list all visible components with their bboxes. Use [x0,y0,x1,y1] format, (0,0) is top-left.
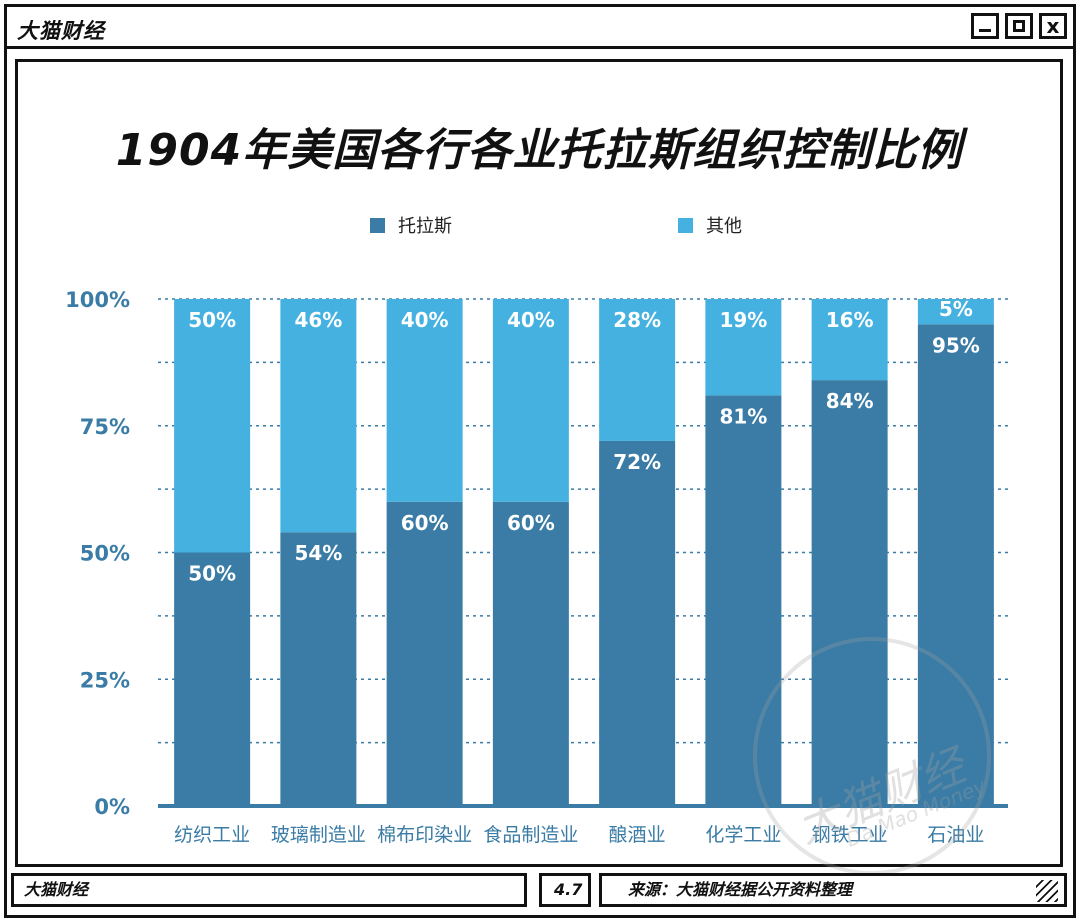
status-version: 4.7 [539,873,591,907]
bar-other [386,299,463,502]
y-tick-label: 25% [80,668,130,692]
y-tick-label: 100% [65,288,130,312]
data-label-other: 5% [939,297,973,321]
x-tick-label: 酿酒业 [609,824,666,846]
data-label-other: 40% [401,308,449,332]
resize-grip-icon[interactable] [1036,880,1058,902]
bar-trust [386,501,463,806]
chart-title: 1904年美国各行各业托拉斯组织控制比例 [115,125,963,176]
bar-trust [280,532,357,806]
bar-other [280,299,357,533]
x-tick-label: 纺织工业 [174,824,250,846]
status-source: 来源：大猫财经据公开资料整理 [599,873,1067,907]
chart-panel: 1904年美国各行各业托拉斯组织控制比例 0% 25% 50% 75% 100% 50% 5… [15,59,1063,911]
data-label-trust: 50% [188,562,236,586]
status-version-text: 4.7 [554,880,583,899]
x-tick-label: 棉布印染业 [377,824,472,846]
minimize-icon [979,29,991,32]
app-window: 大猫财经 x 1904年美国各行各业托拉斯组织控制比例 0% 25% 50% 75% 1… [4,4,1076,918]
status-source-text: 来源：大猫财经据公开资料整理 [628,880,853,899]
maximize-button[interactable] [1005,13,1033,39]
data-label-other: 19% [719,308,767,332]
app-title: 大猫财经 [17,19,105,43]
legend-swatch [678,218,693,233]
legend-label: 其他 [706,216,742,237]
bar-trust [811,380,888,806]
data-label-trust: 60% [507,511,555,535]
close-button[interactable]: x [1039,13,1067,39]
x-tick-label: 钢铁工业 [812,824,888,846]
bar-other [174,299,251,553]
bar-trust [174,552,251,806]
x-tick-label: 玻璃制造业 [271,824,366,846]
minimize-button[interactable] [971,13,999,39]
bar-other [492,299,569,502]
data-label-trust: 54% [294,541,342,565]
y-tick-label: 50% [80,542,130,566]
bar-other [705,299,782,396]
close-icon: x [1046,14,1060,38]
bar-trust [599,440,676,806]
status-brand: 大猫财经 [11,873,527,907]
bar-trust [492,501,569,806]
data-label-trust: 84% [826,389,874,413]
title-bar: 大猫财经 x [7,7,1073,49]
status-brand-text: 大猫财经 [24,880,89,899]
y-tick-label: 75% [80,415,130,439]
bar-other [599,299,676,441]
stacked-bar-chart: 0% 25% 50% 75% 100% 50% 50% 纺织工业 54% 46% 玻璃制造业 60% 4… [65,216,1008,846]
x-tick-label: 化学工业 [705,824,781,846]
data-label-trust: 72% [613,450,661,474]
bar-trust [917,324,994,806]
window-controls: x [971,13,1067,39]
x-tick-label: 食品制造业 [483,824,578,846]
data-label-trust: 60% [401,511,449,535]
bar-trust [705,395,782,806]
x-tick-label: 石油业 [927,824,984,846]
data-label-other: 28% [613,308,661,332]
legend-swatch [370,218,385,233]
data-label-other: 16% [826,308,874,332]
maximize-icon [1013,20,1025,32]
bar-other [917,299,994,325]
data-label-other: 50% [188,308,236,332]
data-label-other: 40% [507,308,555,332]
data-label-other: 46% [294,308,342,332]
data-label-trust: 95% [932,333,980,357]
bar-other [811,299,888,381]
data-label-trust: 81% [719,404,767,428]
legend-label: 托拉斯 [398,216,452,237]
y-tick-label: 0% [94,795,130,819]
